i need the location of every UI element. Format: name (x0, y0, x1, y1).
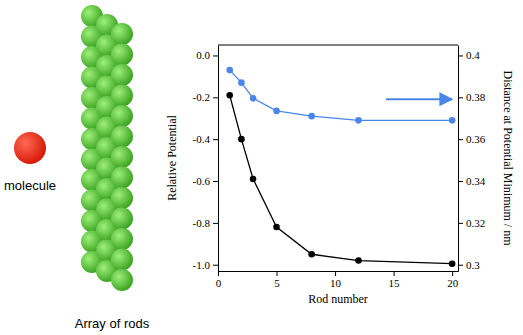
tick-mark (213, 181, 218, 182)
illustration: molecule Array of rods (4, 5, 150, 331)
tick: 0.38 (458, 91, 486, 103)
series-point (308, 113, 315, 120)
axis-line (218, 46, 219, 272)
rod (111, 146, 133, 168)
series-line (230, 70, 452, 120)
series-point (238, 79, 245, 86)
tick-label: -0.6 (193, 175, 211, 187)
tick-mark (277, 271, 278, 276)
tick: 0.3 (458, 259, 480, 271)
rod (111, 208, 133, 230)
rod (111, 126, 133, 148)
series-point (250, 176, 257, 183)
axis-title: Relative Potential (165, 115, 179, 201)
rod (111, 228, 133, 250)
tick: 0.34 (458, 175, 486, 187)
tick: 0.0 (196, 49, 218, 61)
tick: 0 (216, 271, 222, 289)
tick-mark (458, 223, 463, 224)
rod (111, 187, 133, 209)
series-point (355, 117, 362, 124)
rod (111, 167, 133, 189)
chart: molecule Array of rods 0 5 10 15 20 0.0 -0.2 -0.4… (0, 0, 523, 335)
rod (111, 64, 133, 86)
tick-label: 0.0 (196, 49, 210, 61)
rod (111, 249, 133, 271)
tick-label: -1.0 (193, 259, 211, 271)
tick-mark (452, 271, 453, 276)
annotation: Array of rods (75, 316, 150, 331)
tick-label: 0.38 (466, 91, 486, 103)
tick-label: -0.4 (193, 133, 211, 145)
axis-line (219, 271, 459, 272)
tick: 10 (330, 271, 342, 289)
series-point (238, 136, 245, 143)
tick-mark (458, 139, 463, 140)
arrow (386, 98, 452, 100)
tick-mark (458, 55, 463, 56)
annotation: molecule (4, 178, 56, 193)
series-point (308, 251, 315, 258)
series-point (273, 108, 280, 115)
tick-label: 0.36 (466, 133, 486, 145)
tick-label: 0 (216, 277, 222, 289)
tick: 20 (447, 271, 459, 289)
rod (111, 85, 133, 107)
series-point (449, 117, 456, 124)
tick-mark (335, 271, 336, 276)
tick: -0.8 (193, 217, 218, 229)
tick-mark (394, 271, 395, 276)
tick: -0.6 (193, 175, 218, 187)
rod (111, 269, 133, 291)
tick-label: -0.8 (193, 217, 211, 229)
y2-axis: 0.3 0.32 0.34 0.36 0.38 0.4 (458, 46, 486, 272)
y-axis: 0.0 -0.2 -0.4 -0.6 -0.8 -1.0 (193, 46, 219, 272)
tick: 5 (274, 271, 280, 289)
axis-title: Rod number (308, 292, 368, 306)
tick-label: 5 (274, 277, 280, 289)
tick-label: 0.32 (466, 217, 485, 229)
tick: 0.36 (458, 133, 486, 145)
tick-label: 10 (330, 277, 342, 289)
tick-mark (218, 271, 219, 276)
tick-mark (458, 181, 463, 182)
frame (218, 45, 458, 46)
tick: -0.2 (193, 91, 218, 103)
tick-label: 0.4 (466, 49, 480, 61)
rod (111, 23, 133, 45)
tick-label: 0.3 (466, 259, 480, 271)
tick: 0.32 (458, 217, 485, 229)
plot-area (226, 67, 455, 267)
tick-mark (458, 265, 463, 266)
series-point (273, 224, 280, 231)
tick: -0.4 (193, 133, 218, 145)
series-point (250, 95, 257, 102)
tick-mark (213, 139, 218, 140)
rod (111, 44, 133, 66)
tick-label: -0.2 (193, 91, 210, 103)
series-point (226, 92, 233, 99)
series-point (355, 257, 362, 264)
rod (111, 105, 133, 127)
axis-line (458, 46, 459, 272)
tick-mark (213, 265, 218, 266)
series-point (226, 67, 233, 74)
tick-mark (213, 223, 218, 224)
molecule (14, 132, 46, 164)
tick: 0.4 (458, 49, 480, 61)
tick-mark (213, 97, 218, 98)
tick-label: 15 (389, 277, 401, 289)
x-axis: 0 5 10 15 20 (216, 271, 459, 289)
tick-label: 0.34 (466, 175, 486, 187)
tick-mark (458, 97, 463, 98)
axis-title: Distance at Potential Minimum / nm (501, 71, 515, 247)
series-point (449, 260, 456, 267)
tick-label: 20 (447, 277, 459, 289)
tick: -1.0 (193, 259, 218, 271)
tick: 15 (389, 271, 401, 289)
tick-mark (213, 55, 218, 56)
